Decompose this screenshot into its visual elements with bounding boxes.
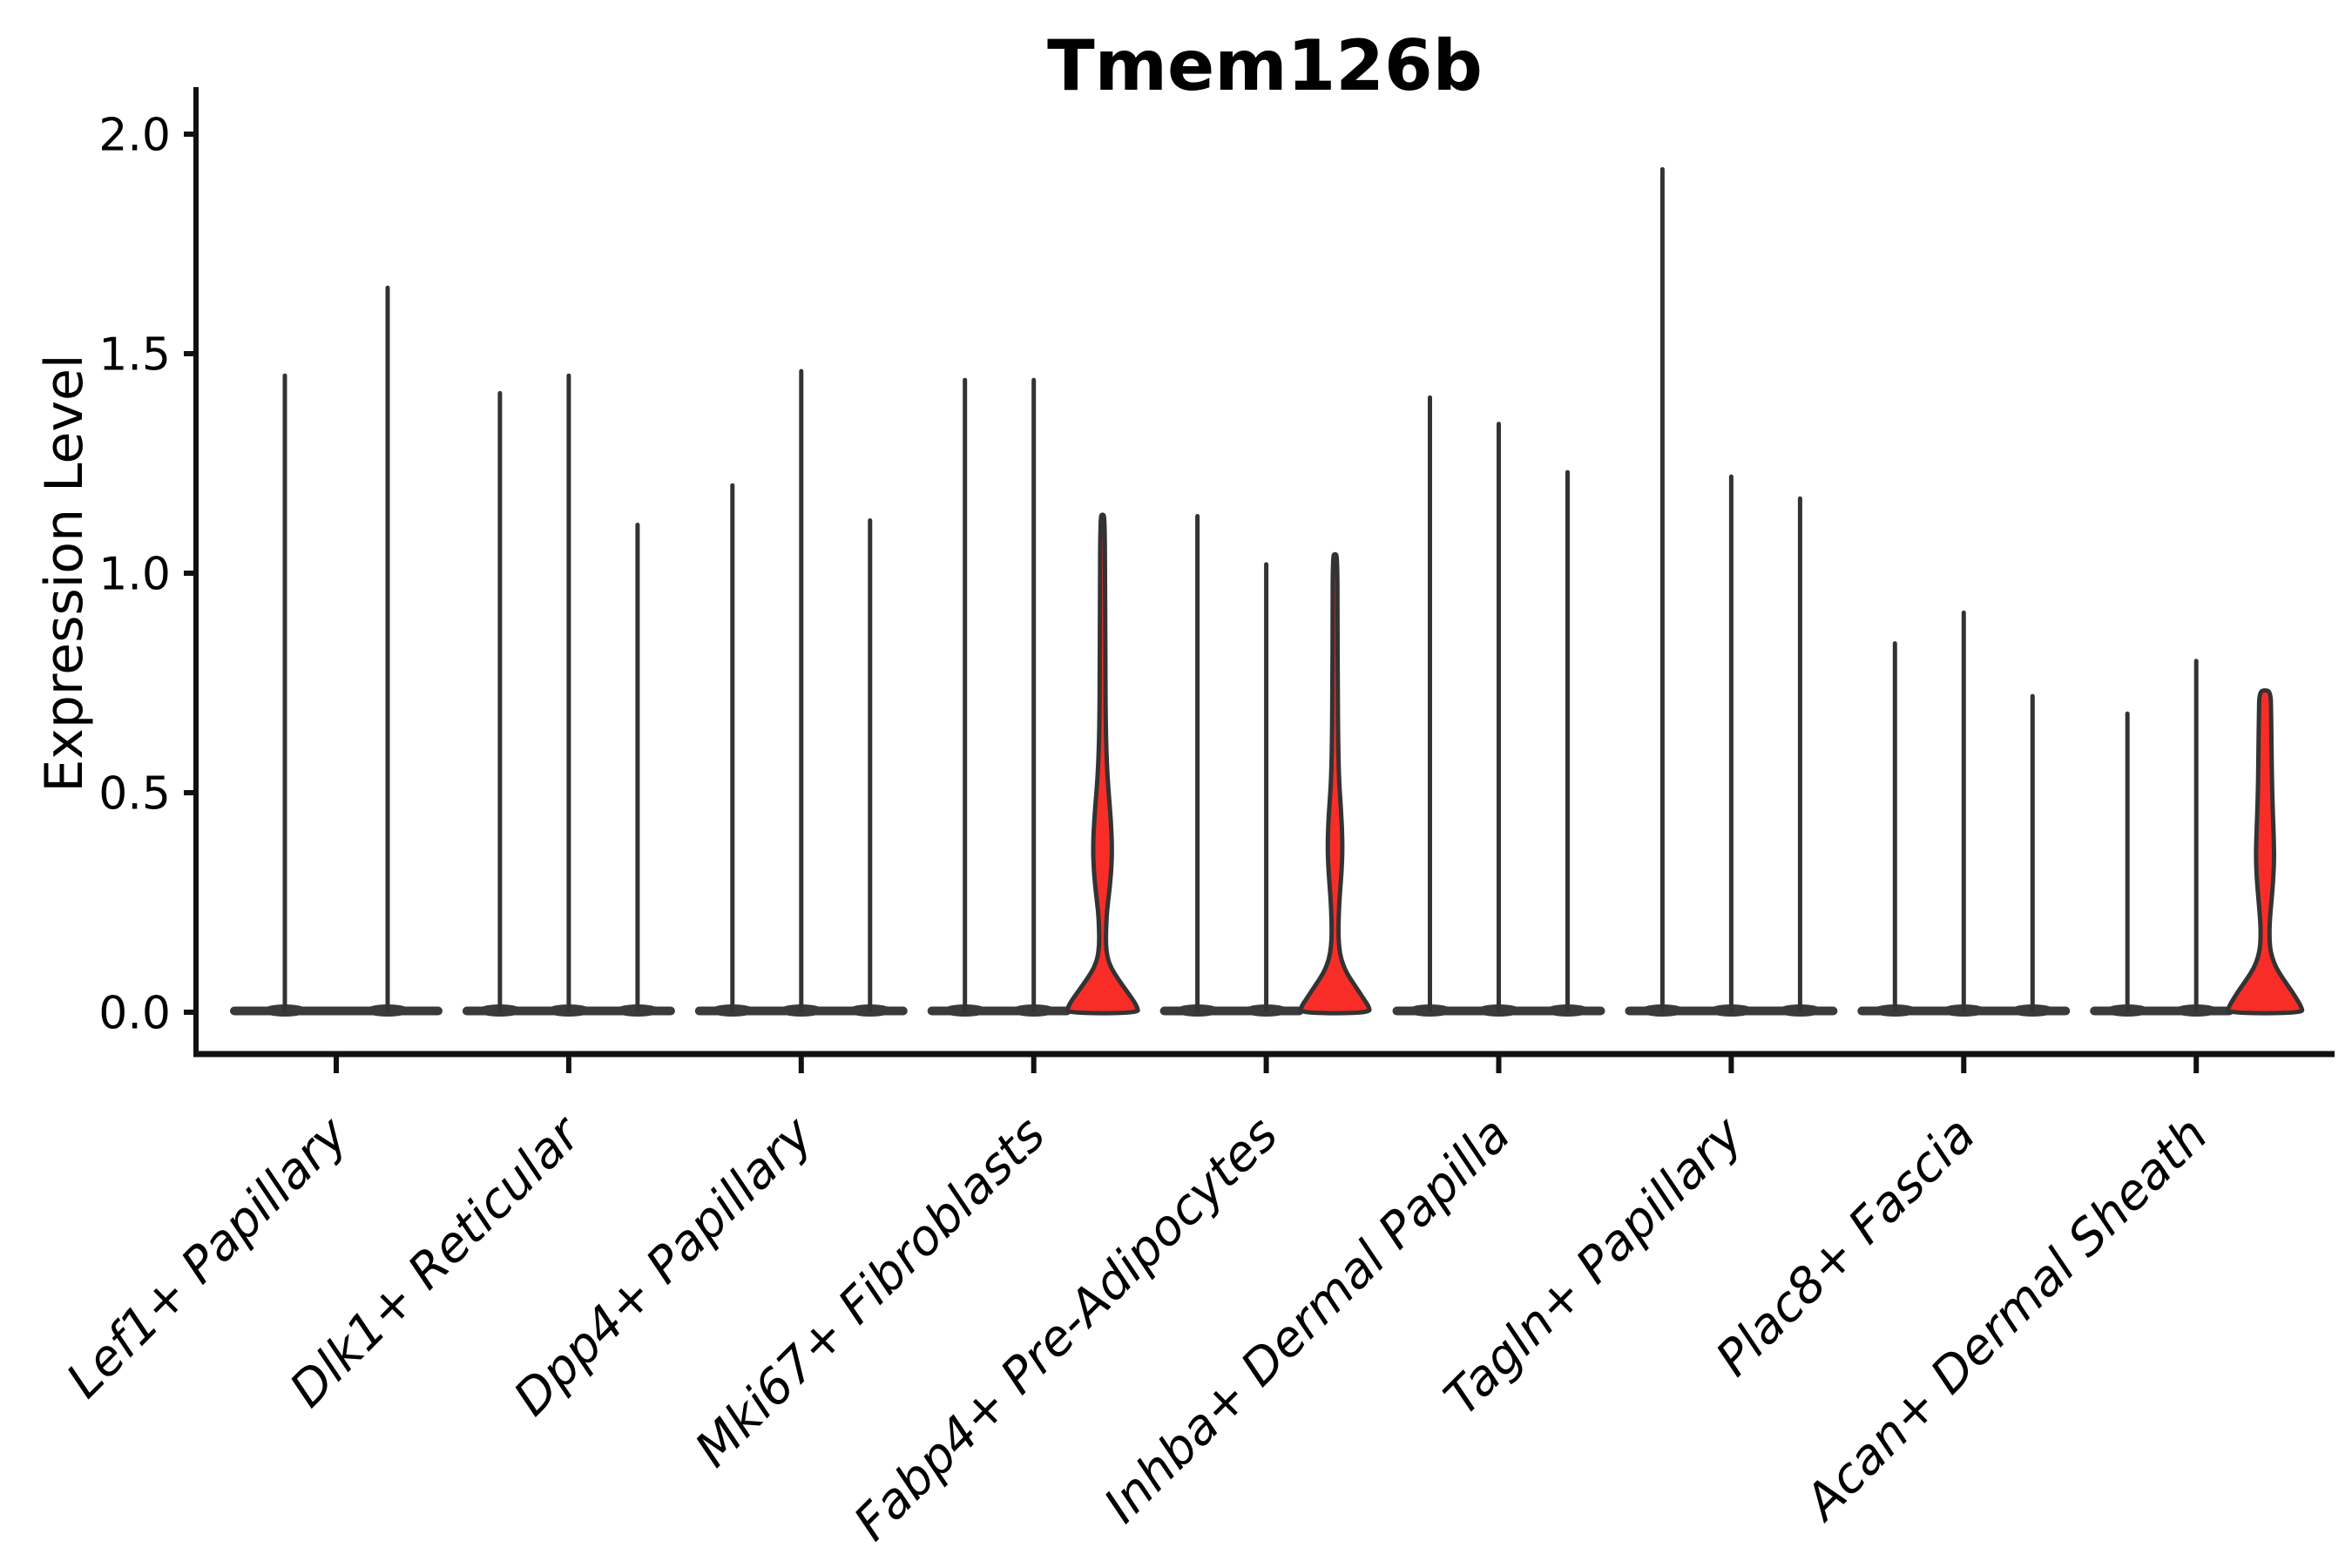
x-tick-label: Fabp4+ Pre-Adipocytes xyxy=(843,1106,1288,1551)
violin-filled xyxy=(1298,551,1372,1016)
violin-filled xyxy=(2226,688,2305,1016)
y-axis-label: Expression Level xyxy=(34,354,95,792)
violin-layer xyxy=(230,166,2305,1017)
x-tick-label: Acan+ Dermal Sheath xyxy=(1793,1106,2219,1532)
x-tick-label: Inhba+ Dermal Papilla xyxy=(1093,1106,1521,1534)
violin-filled xyxy=(1064,512,1140,1016)
y-tick-label: 1.5 xyxy=(98,329,171,382)
chart-title: Tmem126b xyxy=(1047,25,1483,106)
y-tick-label: 2.0 xyxy=(98,110,171,162)
y-tick-label: 0.5 xyxy=(98,768,171,821)
y-tick-label: 0.0 xyxy=(98,988,171,1040)
y-tick-label: 1.0 xyxy=(98,549,171,601)
violin-base-bar xyxy=(230,1006,443,1016)
